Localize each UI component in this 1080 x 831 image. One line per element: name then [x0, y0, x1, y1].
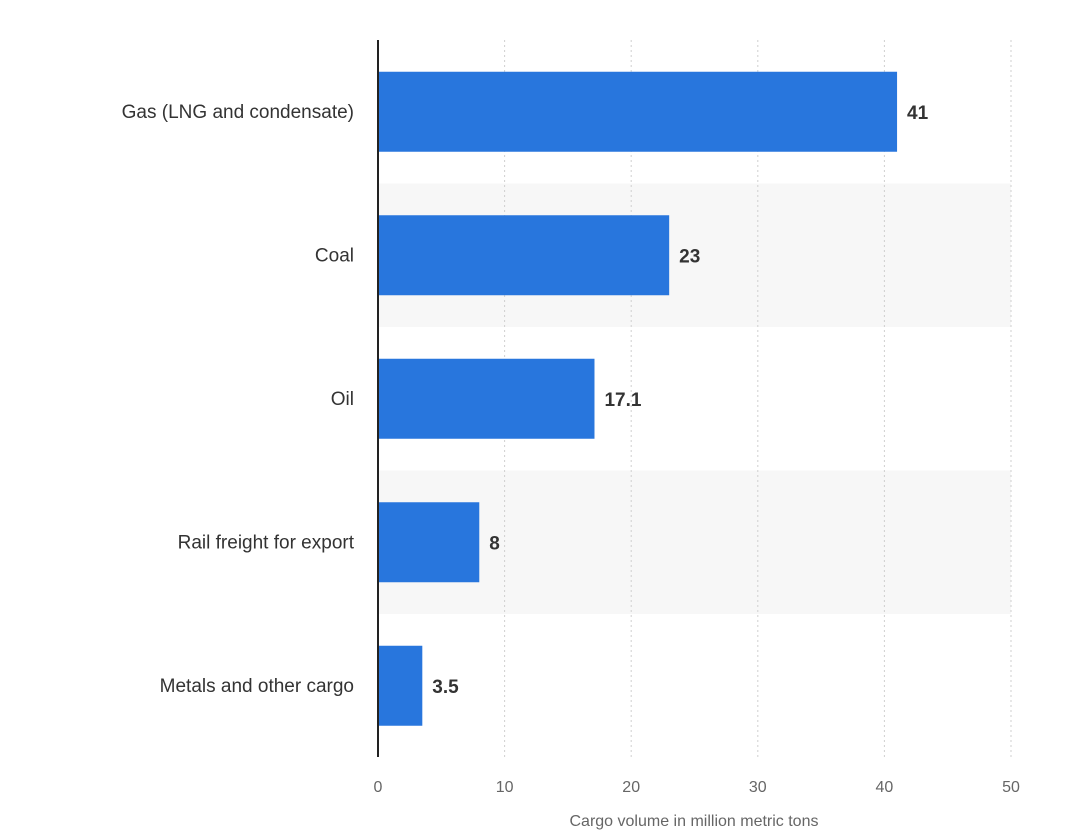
bar: [379, 645, 423, 726]
x-tick-label: 10: [496, 779, 514, 796]
bar: [379, 502, 480, 583]
x-tick-label: 50: [1002, 779, 1020, 796]
row-bands: [378, 183, 1011, 614]
x-axis-title: Cargo volume in million metric tons: [570, 813, 819, 830]
row-band: [378, 470, 1011, 614]
x-tick-label: 20: [622, 779, 640, 796]
x-tick-label: 0: [374, 779, 383, 796]
value-label: 8: [489, 533, 500, 554]
value-labels: 41 23 17.1 8 3.5: [432, 103, 928, 698]
category-labels: Gas (LNG and condensate) Coal Oil Rail frei…: [122, 102, 355, 697]
category-label: Coal: [315, 245, 354, 266]
x-tick-labels: 0 10 20 30 40 50: [374, 779, 1020, 796]
category-label: Gas (LNG and condensate): [122, 102, 354, 123]
value-label: 41: [907, 103, 929, 124]
value-label: 3.5: [432, 677, 459, 698]
bars: [379, 71, 898, 726]
bar: [379, 215, 670, 296]
x-tick-label: 30: [749, 779, 767, 796]
category-label: Oil: [331, 389, 354, 410]
category-label: Rail freight for export: [178, 532, 355, 553]
bar: [379, 358, 595, 439]
bar: [379, 71, 898, 152]
value-label: 17.1: [604, 390, 641, 411]
x-tick-label: 40: [876, 779, 894, 796]
category-label: Metals and other cargo: [160, 676, 354, 697]
value-label: 23: [679, 246, 700, 267]
